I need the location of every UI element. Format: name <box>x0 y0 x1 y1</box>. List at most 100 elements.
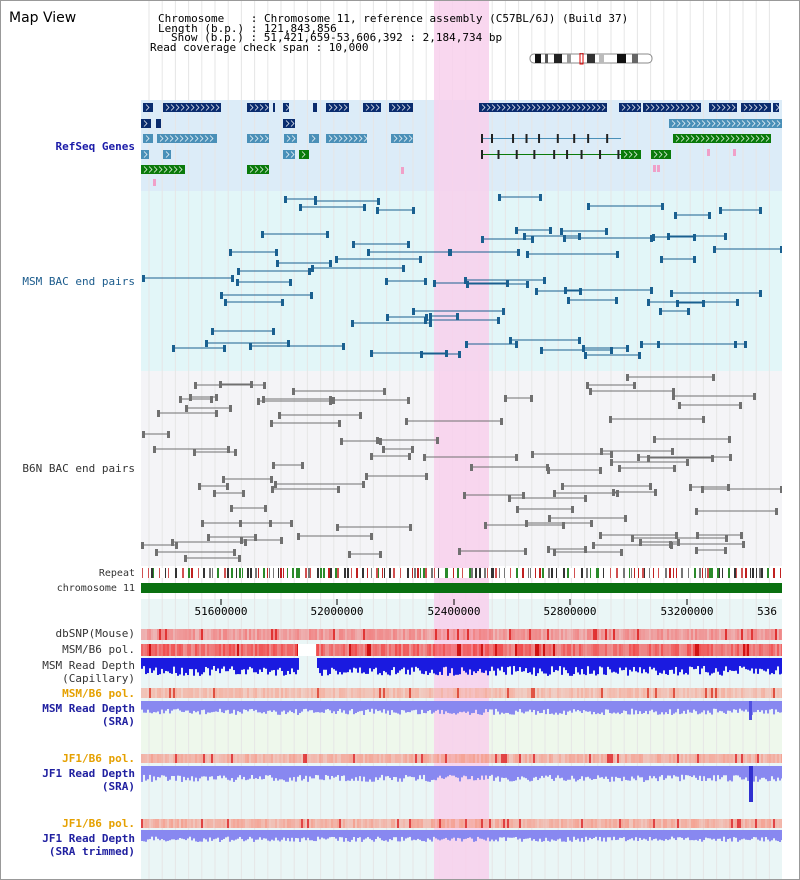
msm-depth-capillary-bar <box>759 658 761 669</box>
jf1-depth-sra-bar <box>223 766 225 776</box>
msm-depth-capillary-bar <box>231 658 233 667</box>
jf1-b6-pol-strip <box>575 754 577 763</box>
msm-b6-pol2-strip <box>177 688 179 698</box>
msm-depth-sra-bar <box>373 701 375 714</box>
msm-b6-pol2-strip <box>477 688 479 698</box>
jf1-b6-pol-strip <box>361 754 363 763</box>
msm-depth-sra-bar <box>259 701 261 713</box>
jf1-b6-pol-strip <box>727 754 729 763</box>
chromosome-ideogram[interactable] <box>529 53 654 65</box>
genome-plot-area[interactable]: 51600000 52000000 52400000 52800000 53200000… <box>141 1 782 880</box>
jf1-depth-trimmed-bar <box>697 830 699 841</box>
msm-depth-sra-bar <box>597 701 599 714</box>
repeat-feature <box>688 568 689 578</box>
jf1-b6-pol-strip <box>501 754 503 763</box>
msm-b6-pol2-strip <box>609 688 611 698</box>
jf1-depth-sra-bar <box>213 766 215 780</box>
jf1-depth-trimmed-bar <box>491 830 493 840</box>
jf1-b6-pol-strip <box>375 754 377 763</box>
dbsnp-strip <box>779 629 781 640</box>
bac-end-left <box>348 551 351 558</box>
jf1-b6-pol-strip <box>195 754 197 763</box>
jf1-depth-trimmed-bar <box>435 830 437 839</box>
jf1-b6-pol-strip <box>779 754 781 763</box>
msm-b6-pol-strip <box>611 644 613 656</box>
msm-b6-pol-strip <box>733 644 735 656</box>
jf1-b6-pol-strip <box>315 754 317 763</box>
msm-b6-pol-strip <box>471 644 473 656</box>
msm-b6-pol-strip <box>223 644 225 656</box>
jf1-b6-pol2-strip <box>369 819 371 828</box>
msm-depth-sra-bar <box>601 701 603 713</box>
gene-strand-mark <box>348 135 353 142</box>
msm-b6-pol2-strip <box>531 688 533 698</box>
genome-plot-svg[interactable]: 51600000 52000000 52400000 52800000 53200000… <box>141 1 782 880</box>
msm-depth-sra-bar <box>191 701 193 714</box>
gene-strand-mark <box>686 120 691 127</box>
jf1-b6-pol2-strip <box>333 819 335 828</box>
jf1-b6-pol-strip <box>713 754 715 763</box>
msm-b6-pol2-strip <box>279 688 281 698</box>
msm-bac-label: MSM BAC end pairs <box>22 275 135 288</box>
jf1-depth-trimmed-bar <box>263 830 265 839</box>
bac-end-left <box>336 524 339 531</box>
jf1-b6-pol-strip <box>755 754 757 763</box>
msm-depth-sra-bar <box>255 701 257 710</box>
jf1-depth-trimmed-bar <box>533 830 535 840</box>
msm-depth-sra-bar <box>747 701 749 712</box>
msm-depth-sra-bar <box>297 701 299 715</box>
dbsnp-strip <box>143 629 145 640</box>
dbsnp-strip <box>647 629 649 640</box>
gene-strand-mark <box>763 104 768 111</box>
jf1-b6-pol-strip <box>249 754 251 763</box>
msm-depth-capillary-bar <box>287 658 289 671</box>
repeat-feature <box>384 568 385 578</box>
jf1-b6-pol2-strip <box>427 819 429 828</box>
gene-exon <box>533 150 536 159</box>
jf1-b6-pol2-strip <box>185 819 187 828</box>
msm-b6-pol-strip <box>751 644 753 656</box>
msm-depth-sra-bar <box>217 701 219 712</box>
jf1-depth-sra-bar <box>571 766 573 776</box>
jf1-depth-sra-bar <box>197 766 199 782</box>
jf1-depth-sra-bar <box>239 766 241 776</box>
msm-depth-capillary-bar <box>413 658 415 672</box>
jf1-depth-trimmed-bar <box>727 830 729 840</box>
dbsnp-strip <box>727 629 729 640</box>
jf1-depth-sra-bar <box>733 766 735 776</box>
dbsnp-strip <box>249 629 251 640</box>
msm-b6-pol2-strip <box>593 688 595 698</box>
jf1-depth-trimmed-bar <box>275 830 277 838</box>
jf1-depth-sra-bar <box>425 766 427 781</box>
msm-b6-pol-strip <box>477 644 479 656</box>
jf1-b6-pol-strip <box>661 754 663 763</box>
gene-strand-mark <box>209 135 214 142</box>
msm-b6-pol2-strip <box>751 688 753 698</box>
jf1-depth-sra-bar <box>717 766 719 776</box>
jf1-b6-pol-strip <box>367 754 369 763</box>
dbsnp-strip <box>365 629 367 640</box>
msm-depth-capillary-bar <box>353 658 355 668</box>
gene-strand-mark <box>628 151 633 158</box>
msm-b6-pol2-strip <box>479 688 481 698</box>
msm-b6-pol2-strip <box>441 688 443 698</box>
repeat-feature <box>382 568 383 578</box>
jf1-b6-pol2-strip <box>547 819 549 828</box>
jf1-b6-pol2-strip <box>165 819 167 828</box>
jf1-depth-sra-bar <box>633 766 635 779</box>
msm-depth-sra-bar <box>175 701 177 710</box>
msm-depth-sra-bar <box>777 701 779 712</box>
msm-depth-capillary-bar <box>465 658 467 673</box>
gene-strand-mark <box>249 104 254 111</box>
dbsnp-strip <box>191 629 193 640</box>
jf1-b6-pol-strip <box>741 754 743 763</box>
bac-end-left <box>465 341 468 348</box>
bac-end-right <box>759 207 762 214</box>
msm-b6-pol2-strip <box>537 688 539 698</box>
msm-b6-pol2-strip <box>361 688 363 698</box>
repeat-feature <box>736 568 737 578</box>
bac-end-left <box>257 398 260 405</box>
jf1-depth-sra-bar <box>419 766 421 776</box>
jf1-depth-trimmed-bar <box>513 830 515 838</box>
jf1-b6-pol2-strip <box>589 819 591 828</box>
